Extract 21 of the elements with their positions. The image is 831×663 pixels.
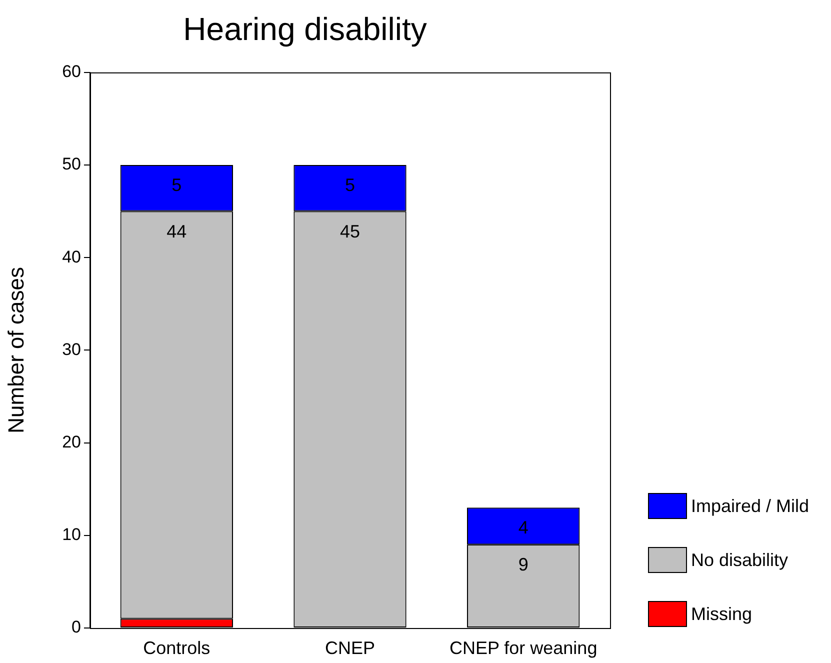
data-label: 44 [166, 221, 187, 242]
y-tick-label: 0 [72, 618, 81, 637]
y-axis-title: Number of cases [3, 267, 28, 434]
chart-title: Hearing disability [183, 11, 427, 48]
y-tick-label: 50 [62, 154, 81, 174]
data-label: 9 [518, 554, 528, 575]
y-tick-label: 40 [62, 247, 81, 266]
legend-label: No disability [691, 550, 788, 570]
x-tick-label: CNEP for weaning [449, 638, 598, 658]
x-tick-label: CNEP [324, 638, 376, 658]
y-tick-label: 20 [62, 432, 81, 452]
data-label: 45 [340, 221, 360, 242]
x-tick-label: Controls [143, 638, 210, 658]
data-label: 5 [344, 174, 356, 195]
legend-label: Missing [691, 604, 752, 624]
y-tick-label: 30 [62, 340, 81, 359]
y-tick-label: 10 [62, 525, 81, 544]
legend-label: Impaired / Mild [691, 496, 810, 516]
data-label: 5 [172, 174, 182, 195]
data-label: 4 [518, 518, 528, 538]
y-tick-label: 60 [62, 62, 81, 82]
